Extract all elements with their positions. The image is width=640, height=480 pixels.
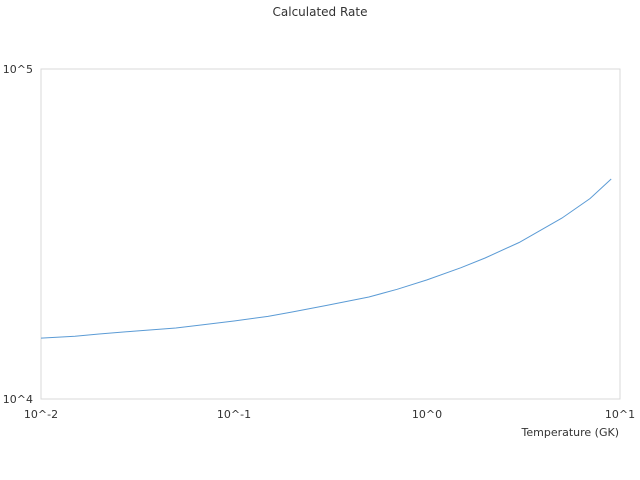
x-axis-label: Temperature (GK): [521, 426, 620, 439]
x-tick-label: 10^1: [605, 408, 635, 421]
chart-title: Calculated Rate: [273, 5, 368, 19]
x-tick-label: 10^0: [412, 408, 442, 421]
x-tick-label: 10^-1: [217, 408, 251, 421]
data-line: [40, 178, 612, 339]
x-tick-label: 10^-2: [24, 408, 58, 421]
y-tick-label: 10^5: [3, 63, 33, 76]
plot-border: [40, 68, 621, 400]
y-tick-label: 10^4: [3, 393, 33, 406]
